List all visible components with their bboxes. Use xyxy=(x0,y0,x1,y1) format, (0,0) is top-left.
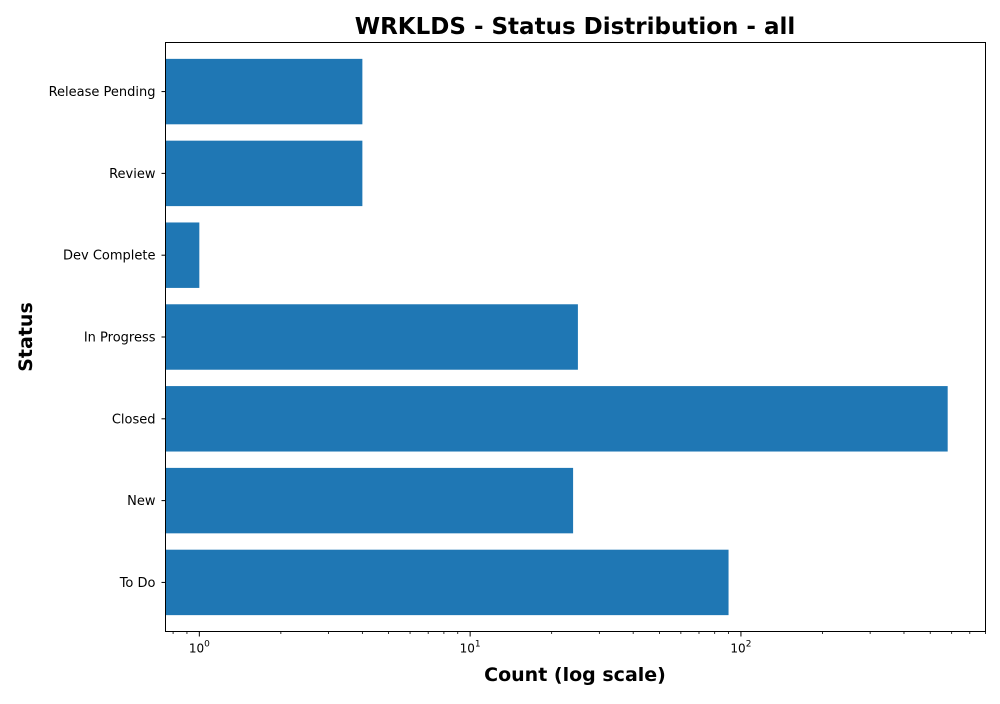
x-tick-label: 100 xyxy=(189,640,210,656)
y-tick-label-dev-complete: Dev Complete xyxy=(63,249,156,264)
x-tick-label-base: 10 xyxy=(730,642,745,656)
x-tick-label: 102 xyxy=(730,640,751,656)
plot-frame xyxy=(165,42,986,632)
x-tick-label-base: 10 xyxy=(189,642,204,656)
x-tick-label-exponent: 0 xyxy=(204,640,210,650)
y-axis-title: Status xyxy=(15,302,37,372)
x-axis-title: Count (log scale) xyxy=(484,664,666,686)
y-tick-label-release-pending: Release Pending xyxy=(49,85,156,100)
bar-release-pending xyxy=(165,58,363,125)
y-tick-label-closed: Closed xyxy=(112,412,156,427)
y-tick-label-to-do: To Do xyxy=(119,576,156,591)
y-tick-label-new: New xyxy=(127,494,156,509)
x-tick-label-base: 10 xyxy=(460,642,475,656)
chart-title: WRKLDS - Status Distribution - all xyxy=(355,14,796,40)
x-tick-label: 101 xyxy=(460,640,481,656)
bar-in-progress xyxy=(165,304,578,370)
bar-review xyxy=(165,140,363,207)
ticks-layer: To Do New Closed In Progress Dev Complete Rev… xyxy=(49,85,986,656)
bars-layer xyxy=(165,58,948,616)
bar-to-do xyxy=(165,549,729,616)
bar-closed xyxy=(165,386,948,452)
bar-dev-complete xyxy=(165,222,200,288)
y-tick-label-in-progress: In Progress xyxy=(84,331,156,346)
x-tick-label-exponent: 1 xyxy=(475,640,481,650)
bar-new xyxy=(165,467,574,534)
y-tick-label-review: Review xyxy=(109,167,156,182)
x-tick-label-exponent: 2 xyxy=(746,640,752,650)
